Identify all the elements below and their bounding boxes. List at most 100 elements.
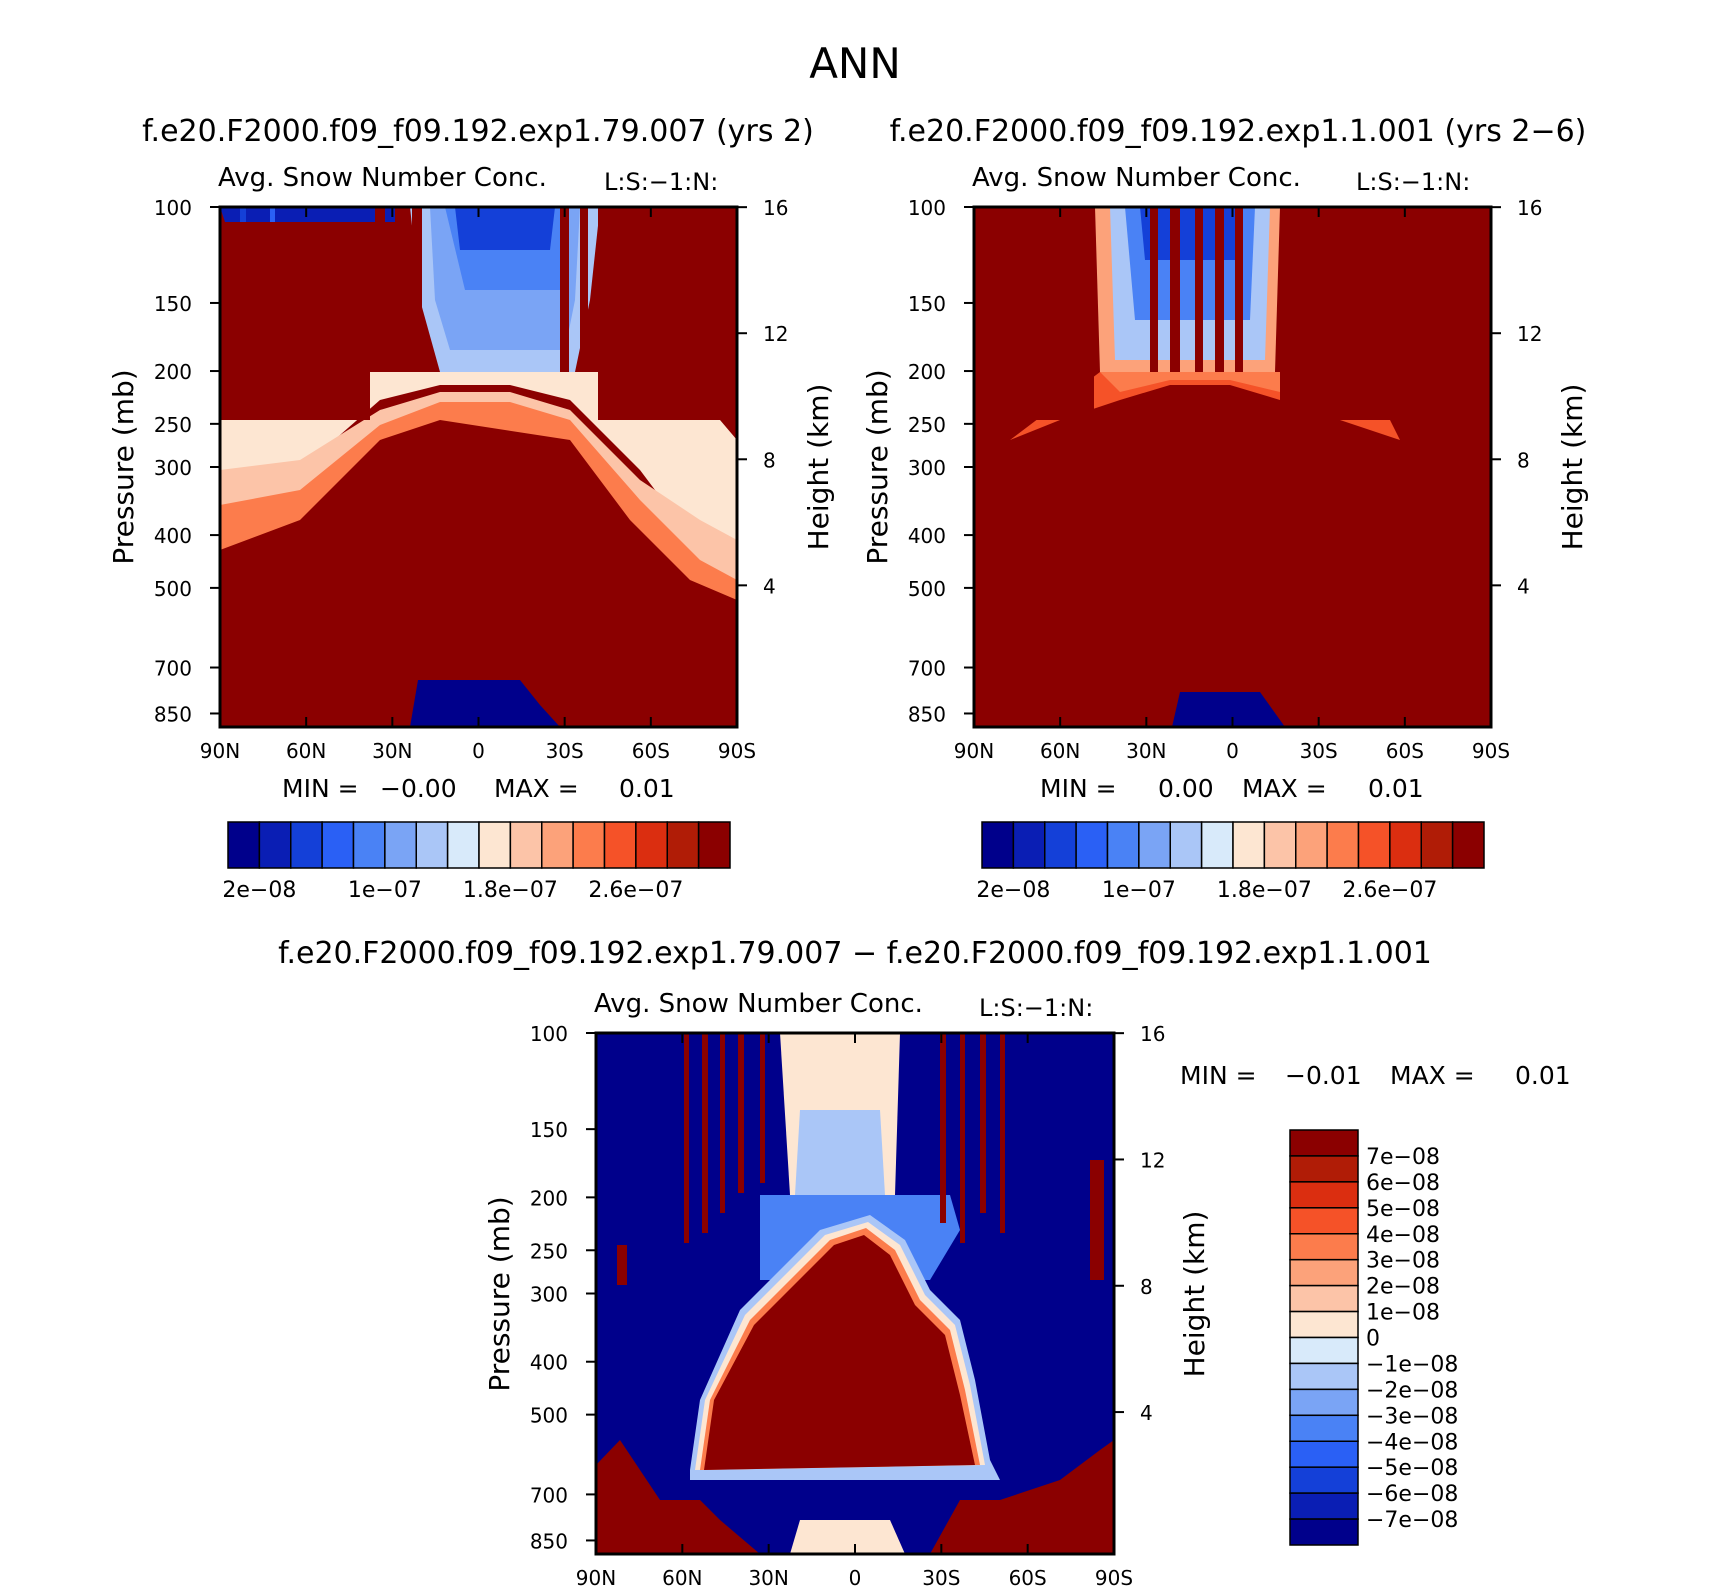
max-label: MAX = — [494, 774, 579, 803]
x-tick-label: 90N — [576, 1566, 616, 1590]
y-tick-label: 100 — [908, 196, 946, 220]
x-tick-label: 30N — [1126, 739, 1166, 763]
colorbar-swatch — [1289, 1155, 1359, 1183]
colorbar-swatch — [1451, 821, 1485, 869]
y-tick-label: 500 — [154, 577, 192, 601]
colorbar-swatch — [541, 821, 574, 869]
colorbar-label: 1.8e−07 — [1217, 878, 1312, 903]
units-label: L:S:−1:N: — [1356, 168, 1470, 196]
colorbar-swatch — [1289, 1336, 1359, 1365]
colorbar-label: −5e−08 — [1366, 1456, 1458, 1481]
y-tick-label: 250 — [154, 413, 192, 437]
x-tick-label: 0 — [1226, 739, 1239, 763]
colorbar: 2e−08 1e−07 1.8e−07 2.6e−07 — [222, 821, 731, 903]
colorbar-label: 6e−08 — [1366, 1171, 1440, 1196]
y-right-tick-label: 16 — [763, 196, 788, 220]
colorbar-label: 3e−08 — [1366, 1249, 1440, 1274]
colorbar-label: 7e−08 — [1366, 1145, 1440, 1170]
panel-case1: f.e20.F2000.f09_f09.192.exp1.79.007 (yrs… — [107, 114, 835, 903]
colorbar-vertical: 7e−086e−085e−084e−083e−082e−081e−080−1e−… — [1289, 1129, 1458, 1546]
min-value: 0.00 — [1158, 774, 1214, 803]
y-axis-label: Pressure (mb) — [483, 1196, 516, 1391]
colorbar-label: 2.6e−07 — [588, 878, 683, 903]
colorbar-label: 2.6e−07 — [1342, 878, 1437, 903]
y-axis-right-ticks: 16 12 8 4 — [1491, 196, 1542, 598]
x-tick-label: 90S — [1472, 739, 1510, 763]
y-right-tick-label: 12 — [1140, 1148, 1165, 1172]
colorbar-label: 1e−07 — [1102, 878, 1176, 903]
min-value: −0.01 — [1285, 1061, 1362, 1090]
colorbar-swatch — [290, 821, 323, 869]
x-axis-ticks: 90N 60N 30N 0 30S 60S 90S — [576, 1033, 1133, 1590]
y-tick-label: 850 — [530, 1529, 568, 1553]
x-tick-label: 60N — [286, 739, 326, 763]
y-right-tick-label: 16 — [1140, 1022, 1165, 1046]
y-axis-label: Pressure (mb) — [107, 369, 140, 564]
colorbar-swatch — [1169, 821, 1203, 869]
y-tick-label: 100 — [154, 196, 192, 220]
y-tick-label: 700 — [908, 657, 946, 681]
colorbar-swatch — [1289, 1414, 1359, 1442]
x-tick-label: 30S — [922, 1566, 960, 1590]
y-tick-label: 300 — [908, 456, 946, 480]
y-tick-label: 400 — [154, 524, 192, 548]
y-axis-label: Pressure (mb) — [861, 369, 894, 564]
colorbar-swatch — [1106, 821, 1140, 869]
colorbar-swatch — [1138, 821, 1171, 869]
y-tick-label: 300 — [154, 456, 192, 480]
y-axis-right-label: Height (km) — [802, 384, 835, 551]
y-right-tick-label: 8 — [763, 448, 776, 472]
colorbar-swatch — [697, 821, 731, 869]
x-tick-label: 30N — [372, 739, 412, 763]
colorbar-swatch — [321, 821, 355, 869]
case-title: f.e20.F2000.f09_f09.192.exp1.79.007 − f.… — [278, 936, 1432, 971]
y-tick-label: 500 — [908, 577, 946, 601]
colorbar-label: 5e−08 — [1366, 1197, 1440, 1222]
colorbar-label: 4e−08 — [1366, 1223, 1440, 1248]
colorbar-swatch — [478, 821, 512, 869]
colorbar-swatch — [1263, 821, 1297, 869]
min-label: MIN = — [282, 774, 359, 803]
colorbar-swatch — [572, 821, 606, 869]
y-axis-ticks: 100 150 200 250 300 400 500 700 850 — [908, 196, 974, 726]
colorbar-swatch — [509, 821, 543, 869]
colorbar-label: 1e−08 — [1366, 1301, 1440, 1326]
y-axis-right-ticks: 16 12 8 4 — [1114, 1022, 1165, 1425]
max-label: MAX = — [1242, 774, 1327, 803]
y-tick-label: 200 — [154, 360, 192, 384]
x-tick-label: 60S — [632, 739, 670, 763]
colorbar-swatch — [1200, 821, 1234, 869]
x-tick-label: 90N — [200, 739, 240, 763]
x-tick-label: 90S — [1095, 1566, 1133, 1590]
case-title: f.e20.F2000.f09_f09.192.exp1.1.001 (yrs … — [890, 114, 1587, 149]
colorbar-label: −6e−08 — [1366, 1482, 1458, 1507]
x-tick-label: 90N — [954, 739, 994, 763]
x-tick-label: 30N — [748, 1566, 788, 1590]
x-axis-ticks: 90N 60N 30N 0 30S 60S 90S — [954, 207, 1510, 763]
colorbar-swatch — [1289, 1518, 1359, 1546]
x-tick-label: 90S — [718, 739, 756, 763]
colorbar-label: −2e−08 — [1366, 1378, 1458, 1403]
figure-title: ANN — [809, 39, 901, 88]
colorbar-swatch — [415, 821, 449, 869]
case-title: f.e20.F2000.f09_f09.192.exp1.79.007 (yrs… — [142, 114, 814, 149]
units-label: L:S:−1:N: — [979, 994, 1093, 1022]
colorbar-label: 2e−08 — [222, 878, 296, 903]
y-axis-right-label: Height (km) — [1178, 1211, 1211, 1378]
colorbar-swatch — [1289, 1362, 1359, 1391]
colorbar-label: 2e−08 — [1366, 1275, 1440, 1300]
min-label: MIN = — [1180, 1061, 1257, 1090]
colorbar-swatch — [352, 821, 386, 869]
max-value: 0.01 — [619, 774, 675, 803]
colorbar-swatch — [1289, 1129, 1359, 1157]
colorbar-swatch — [1012, 821, 1046, 869]
colorbar-swatch — [1289, 1310, 1359, 1339]
colorbar-label: 1.8e−07 — [463, 878, 558, 903]
y-right-tick-label: 4 — [1140, 1401, 1153, 1425]
contour-field — [220, 207, 737, 727]
y-axis-ticks: 100 150 200 250 300 400 500 700 850 — [530, 1022, 596, 1553]
colorbar-label: 2e−08 — [976, 878, 1050, 903]
colorbar-label: −3e−08 — [1366, 1404, 1458, 1429]
contour-field — [596, 1033, 1114, 1554]
colorbar-swatch — [1357, 821, 1391, 869]
